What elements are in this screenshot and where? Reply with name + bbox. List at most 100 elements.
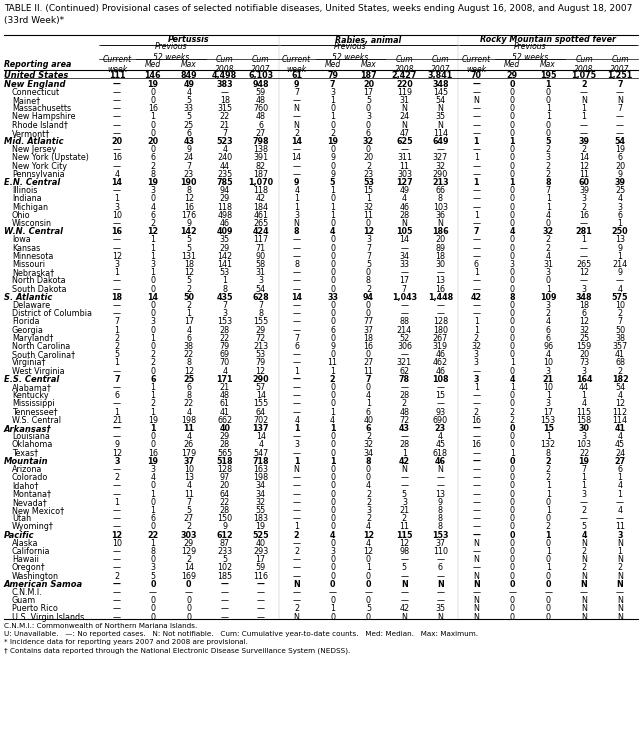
Text: 163: 163 — [253, 465, 268, 474]
Text: 24: 24 — [399, 112, 410, 121]
Text: —: — — [437, 310, 444, 318]
Text: 0: 0 — [151, 120, 155, 130]
Text: 9: 9 — [330, 170, 335, 179]
Text: 3: 3 — [330, 88, 335, 97]
Text: 5: 5 — [187, 96, 192, 105]
Text: 19: 19 — [579, 457, 590, 466]
Text: 6: 6 — [151, 514, 155, 523]
Text: 45: 45 — [615, 440, 625, 450]
Text: 3: 3 — [115, 203, 119, 212]
Text: 0: 0 — [510, 564, 515, 572]
Text: 0: 0 — [510, 556, 515, 564]
Text: 0: 0 — [510, 334, 515, 343]
Text: Illinois: Illinois — [12, 186, 37, 196]
Text: 1: 1 — [474, 326, 479, 334]
Text: 0: 0 — [545, 604, 551, 613]
Text: 183: 183 — [253, 514, 268, 523]
Text: —: — — [616, 277, 624, 285]
Text: 4: 4 — [187, 432, 191, 441]
Text: 195: 195 — [540, 72, 556, 80]
Text: 0: 0 — [510, 482, 515, 491]
Text: 7: 7 — [545, 186, 551, 196]
Text: 575: 575 — [612, 293, 628, 302]
Text: 0: 0 — [510, 301, 515, 310]
Text: 21: 21 — [220, 120, 230, 130]
Text: N: N — [581, 572, 587, 580]
Text: Guam: Guam — [12, 596, 37, 605]
Text: Pennsylvania: Pennsylvania — [12, 170, 65, 179]
Text: U.S. Virgin Islands: U.S. Virgin Islands — [12, 612, 84, 622]
Text: Puerto Rico: Puerto Rico — [12, 604, 58, 613]
Text: 5: 5 — [187, 244, 192, 253]
Text: 0: 0 — [510, 432, 515, 441]
Text: —: — — [401, 473, 408, 483]
Text: —: — — [472, 104, 480, 113]
Text: 12: 12 — [112, 252, 122, 261]
Text: —: — — [293, 556, 301, 564]
Text: —: — — [113, 424, 121, 433]
Text: 0: 0 — [510, 161, 515, 171]
Text: —: — — [113, 244, 121, 253]
Text: 4: 4 — [366, 391, 371, 400]
Text: 0: 0 — [510, 203, 515, 212]
Text: 14: 14 — [579, 153, 589, 163]
Text: 0: 0 — [366, 580, 371, 589]
Text: West Virginia: West Virginia — [12, 366, 65, 376]
Text: Current
week: Current week — [103, 55, 131, 74]
Text: 2: 2 — [151, 161, 156, 171]
Text: 33: 33 — [399, 260, 410, 269]
Text: 1: 1 — [474, 383, 479, 392]
Text: New York (Upstate): New York (Upstate) — [12, 153, 89, 163]
Text: 32: 32 — [363, 440, 374, 450]
Text: 4: 4 — [115, 170, 119, 179]
Text: N: N — [401, 580, 408, 589]
Text: 1: 1 — [510, 449, 515, 458]
Text: 20: 20 — [615, 161, 625, 171]
Text: —: — — [472, 161, 480, 171]
Text: 1: 1 — [545, 531, 551, 539]
Text: 26: 26 — [184, 440, 194, 450]
Text: 6: 6 — [187, 129, 191, 138]
Text: 22: 22 — [184, 350, 194, 359]
Text: 42: 42 — [399, 604, 410, 613]
Text: 14: 14 — [291, 137, 302, 146]
Text: 525: 525 — [253, 531, 269, 539]
Text: 4: 4 — [294, 416, 299, 425]
Text: 1: 1 — [151, 383, 155, 392]
Text: 1: 1 — [545, 490, 551, 499]
Text: 6: 6 — [581, 310, 587, 318]
Text: 3: 3 — [474, 350, 479, 359]
Text: 5: 5 — [222, 556, 228, 564]
Text: —: — — [221, 88, 229, 97]
Text: 11: 11 — [579, 170, 589, 179]
Text: 233: 233 — [217, 547, 232, 556]
Text: 462: 462 — [433, 358, 448, 367]
Text: N: N — [581, 604, 587, 613]
Text: 153: 153 — [217, 318, 232, 326]
Text: —: — — [472, 112, 480, 121]
Text: 54: 54 — [256, 285, 266, 293]
Text: N: N — [437, 465, 444, 474]
Text: —: — — [580, 277, 588, 285]
Text: —: — — [293, 318, 301, 326]
Text: 0: 0 — [151, 498, 155, 507]
Text: 2: 2 — [329, 375, 335, 384]
Text: 34: 34 — [399, 252, 410, 261]
Text: 110: 110 — [433, 547, 448, 556]
Text: —: — — [472, 129, 480, 138]
Text: —: — — [113, 96, 121, 105]
Text: 5: 5 — [545, 137, 551, 146]
Text: 1: 1 — [581, 482, 587, 491]
Text: 0: 0 — [545, 96, 551, 105]
Text: 0: 0 — [545, 88, 551, 97]
Text: 1: 1 — [545, 391, 551, 400]
Text: 31: 31 — [256, 269, 266, 277]
Text: —: — — [113, 104, 121, 113]
Text: —: — — [401, 556, 408, 564]
Text: 159: 159 — [576, 342, 592, 351]
Text: —: — — [256, 596, 265, 605]
Text: 1,075: 1,075 — [572, 72, 597, 80]
Text: 109: 109 — [540, 293, 556, 302]
Text: 0: 0 — [330, 539, 335, 548]
Text: 42: 42 — [399, 457, 410, 466]
